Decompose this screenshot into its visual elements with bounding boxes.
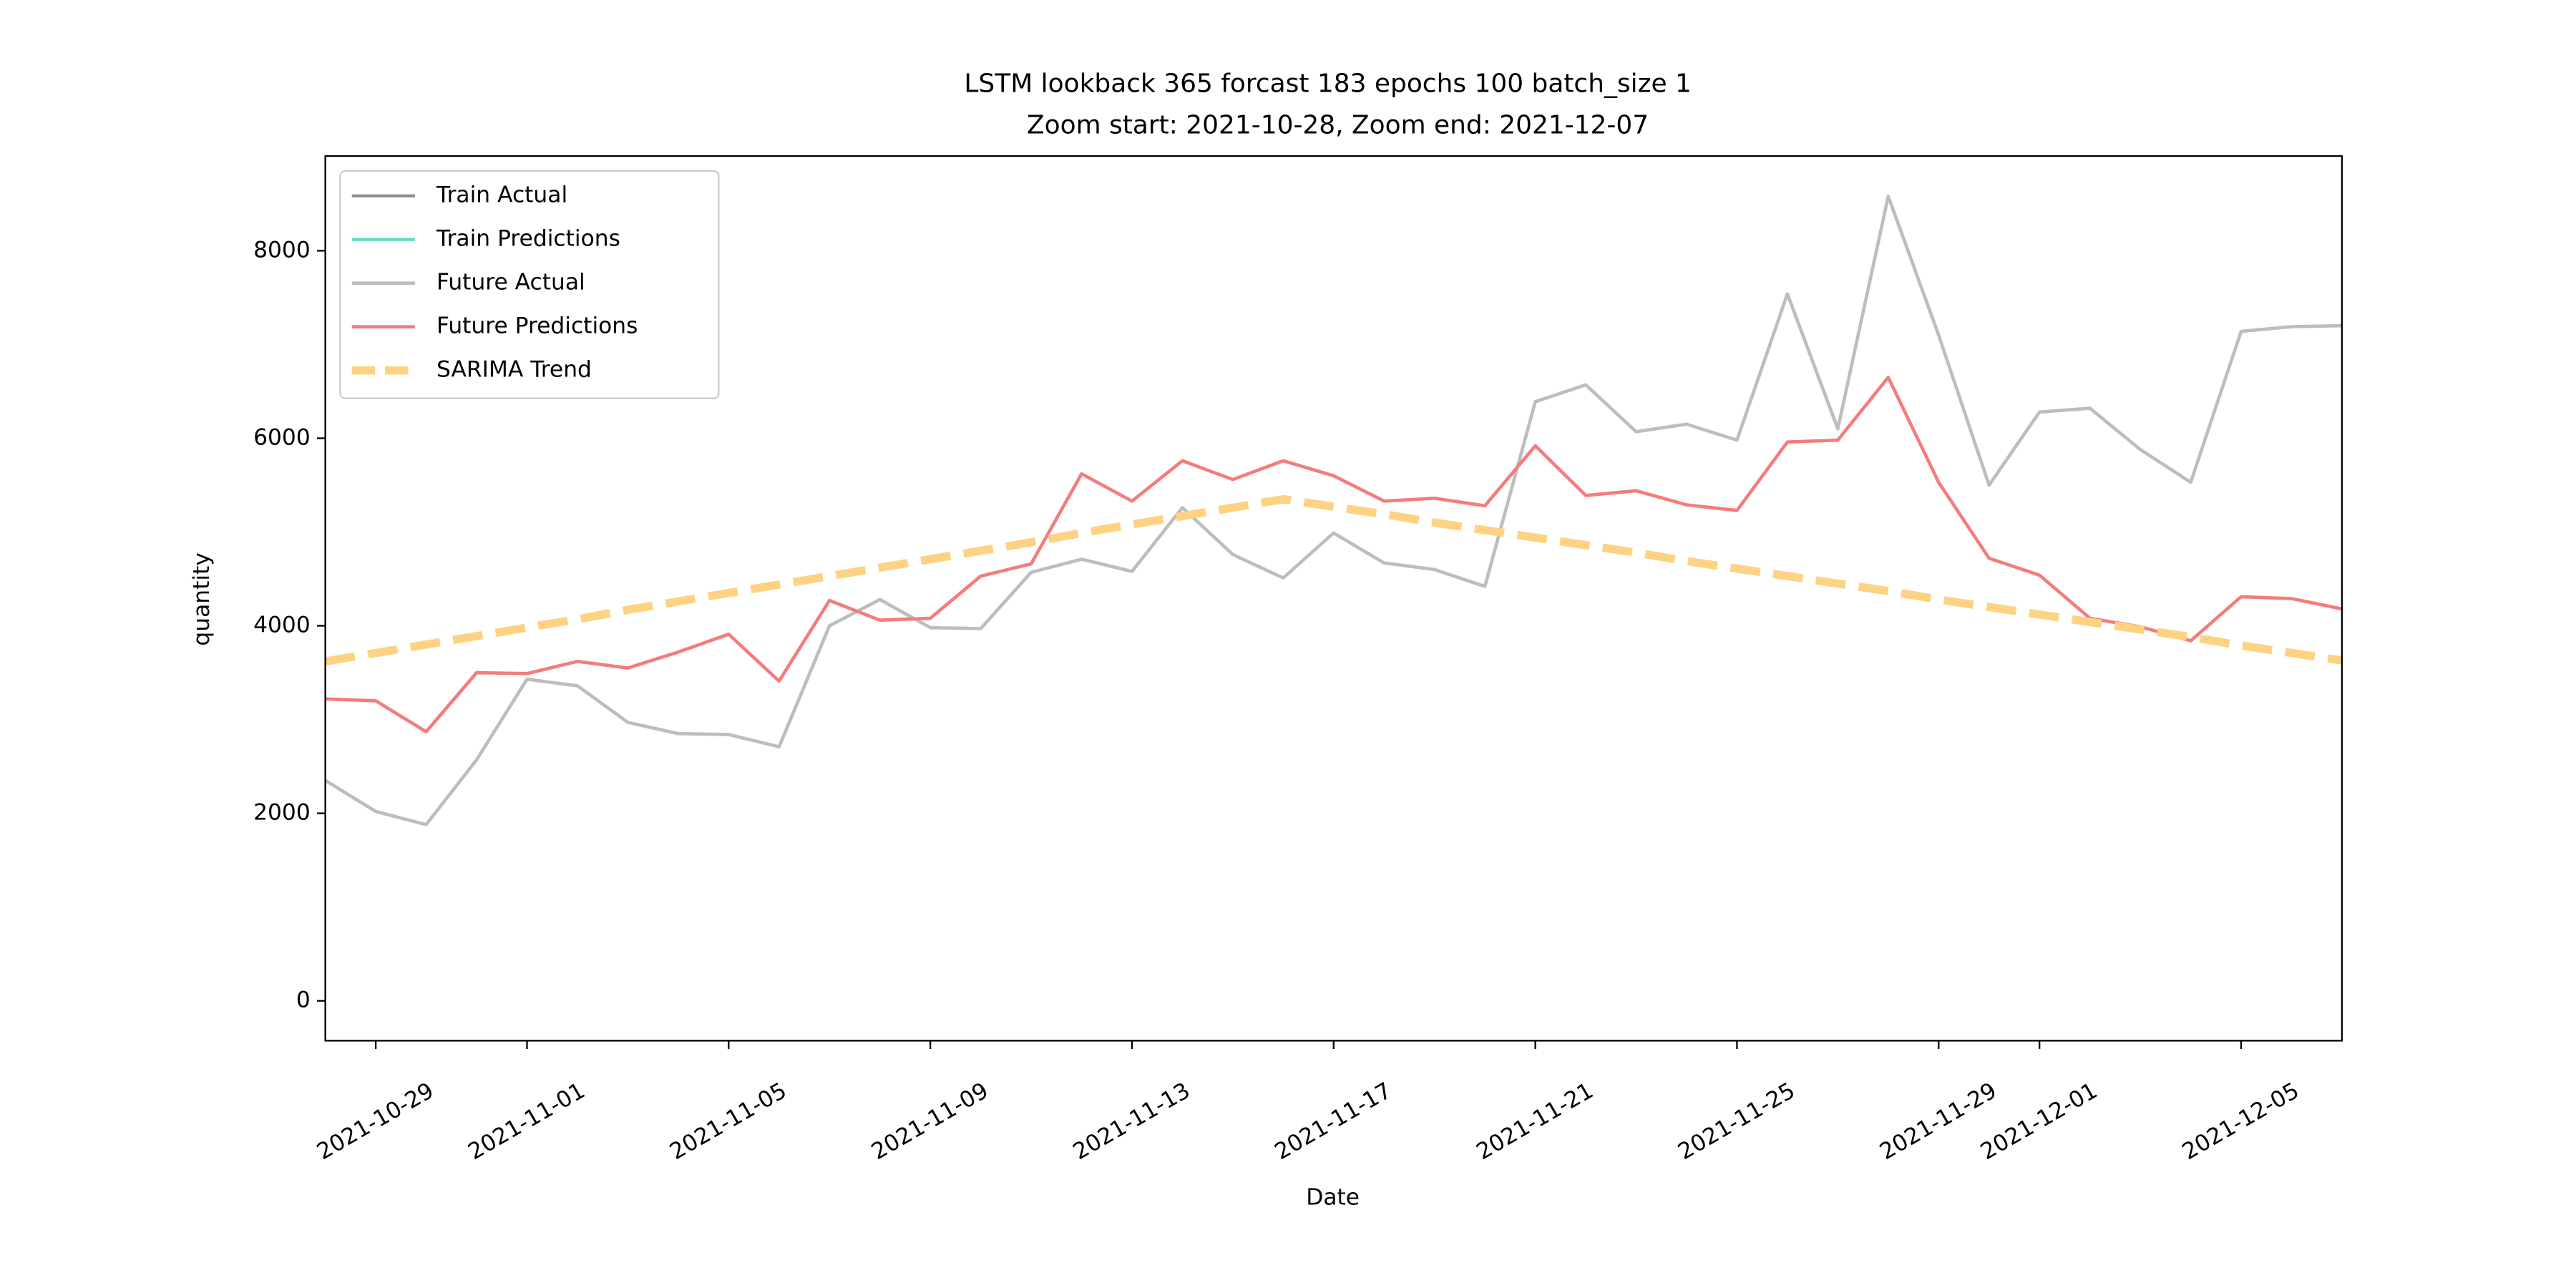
series-line: [325, 494, 2342, 666]
legend-label: Train Actual: [436, 182, 567, 208]
series-line: [325, 195, 2342, 826]
legend-label: Train Predictions: [436, 226, 620, 252]
y-tick-label: 8000: [253, 237, 311, 263]
y-tick-label: 2000: [253, 800, 311, 826]
y-tick-label: 4000: [253, 613, 311, 638]
chart-subtitle: Zoom start: 2021-10-28, Zoom end: 2021-1…: [1027, 110, 1649, 140]
y-tick-label: 6000: [253, 424, 311, 450]
series-line: [325, 375, 2342, 733]
legend-label: SARIMA Trend: [436, 357, 592, 383]
y-axis-label: quantity: [189, 552, 215, 645]
x-axis-label: Date: [1306, 1185, 1360, 1211]
plot-area: [325, 195, 2342, 826]
plot-frame: [324, 155, 2343, 1042]
legend-label: Future Predictions: [436, 313, 638, 339]
legend-box: [339, 170, 720, 399]
y-tick-label: 0: [296, 987, 311, 1013]
chart-title: LSTM lookback 365 forcast 183 epochs 100…: [964, 69, 1691, 98]
legend-label: Future Actual: [436, 270, 585, 296]
